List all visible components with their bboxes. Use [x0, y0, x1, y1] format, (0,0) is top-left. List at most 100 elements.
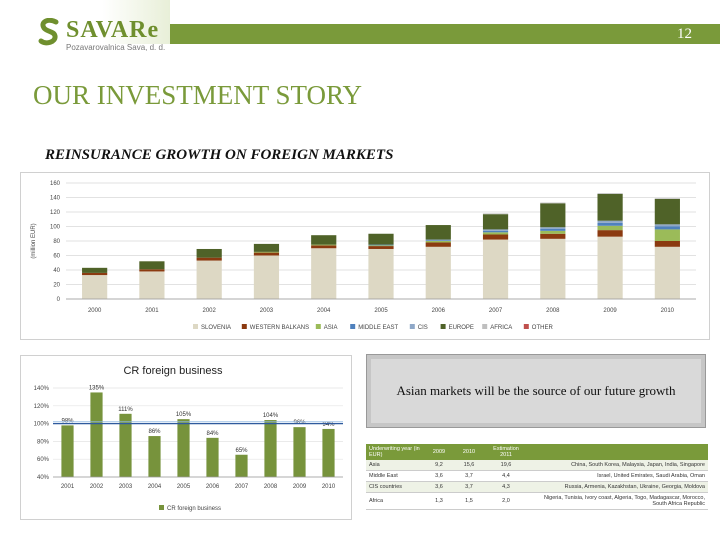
y-tick-label: 60% — [37, 457, 50, 463]
bar-segment — [482, 213, 509, 215]
bar-segment — [196, 257, 222, 261]
bar-segment — [482, 232, 509, 235]
cr-bar — [148, 436, 161, 477]
bar-segment — [482, 234, 509, 240]
x-tick-label: 2003 — [119, 484, 133, 490]
bar-segment — [311, 244, 337, 246]
bar-segment — [540, 228, 566, 231]
value-cell: 1,5 — [454, 492, 484, 510]
value-cell: 3,6 — [424, 470, 454, 482]
cr-bar — [177, 419, 190, 477]
bar-segment — [368, 248, 394, 299]
legend-label: SLOVENIA — [201, 325, 231, 331]
bar-segment — [654, 224, 680, 227]
bar-segment — [540, 227, 566, 229]
bar-segment — [196, 260, 222, 299]
bar-segment — [425, 242, 451, 247]
value-cell: 19,6 — [484, 460, 528, 471]
y-tick-label: 80% — [37, 439, 50, 445]
y-tick-label: 40% — [37, 475, 50, 481]
bar-segment — [654, 226, 680, 230]
x-tick-label: 2009 — [603, 308, 617, 314]
cr-bar-chart: CR foreign business 40% 60% 80% 100% 120% 140%… — [34, 365, 343, 512]
bar-segment — [425, 241, 451, 243]
y-tick-label: 0 — [57, 297, 61, 303]
header-left-area — [0, 0, 170, 44]
data-label: 65% — [235, 448, 248, 454]
bar-segment — [368, 245, 394, 247]
bar-segment — [368, 246, 394, 249]
bar-segment — [253, 255, 280, 299]
bar-segment — [654, 198, 680, 225]
legend-label: CIS — [418, 325, 428, 331]
callout-text: Asian markets will be the source of our … — [396, 383, 676, 398]
bar-segment — [597, 236, 623, 299]
stacked-bar-chart-frame: 0 20 40 60 80 100 120 140 160 (million EUR) 2000 20… — [20, 172, 710, 340]
bar-segment — [311, 235, 337, 245]
cr-bar — [119, 413, 132, 477]
bar-segment — [540, 230, 566, 234]
value-cell: 4,3 — [484, 481, 528, 493]
y-tick-label: 140% — [34, 386, 50, 392]
cr-bar — [235, 454, 248, 477]
x-tick-label: 2004 — [317, 308, 331, 314]
x-tick-label: 2001 — [145, 308, 159, 314]
legend-swatch — [440, 324, 446, 329]
data-label: 104% — [263, 413, 279, 419]
value-cell: 15,6 — [454, 460, 484, 471]
x-tick-label: 2005 — [374, 308, 388, 314]
region-cell: Asia — [366, 460, 424, 471]
bar-segment — [82, 275, 108, 299]
bar-segment — [311, 245, 337, 249]
y-axis-title: (million EUR) — [31, 223, 37, 258]
callout-box: Asian markets will be the source of our … — [366, 354, 706, 428]
countries-cell: China, South Korea, Malaysia, Japan, Ind… — [528, 460, 708, 471]
bar-segment — [654, 241, 680, 247]
region-cell: Middle East — [366, 470, 424, 482]
bar-segment — [425, 240, 451, 241]
header-cell: Estimation 2011 — [484, 444, 528, 460]
bar-segment — [82, 267, 108, 273]
x-tick-label: 2008 — [546, 308, 560, 314]
value-cell: 4,4 — [484, 470, 528, 482]
countries-cell: Nigeria, Tunisia, Ivory coast, Algeria, … — [528, 492, 708, 510]
data-label: 98% — [61, 418, 74, 424]
slide-title: OUR INVESTMENT STORY — [33, 80, 363, 110]
bar-segment — [597, 193, 623, 194]
y-tick-label: 40 — [53, 268, 60, 274]
header-cell: Underwriting year (in EUR) — [366, 444, 424, 460]
bar-segment — [311, 248, 337, 299]
data-label: 94% — [322, 422, 335, 428]
table-row: Asia 9,2 15,6 19,6 China, South Korea, M… — [366, 460, 708, 471]
bar-segment — [597, 222, 623, 226]
x-tick-label: 2002 — [203, 308, 217, 314]
x-tick-label: 2010 — [661, 308, 675, 314]
legend-swatch — [350, 324, 356, 329]
cr-bar — [206, 437, 219, 477]
bar-segment — [253, 243, 280, 252]
x-tick-label: 2008 — [264, 484, 278, 490]
chart-title: CR foreign business — [123, 365, 223, 377]
region-cell: CIS countries — [366, 481, 424, 493]
bar-segment — [425, 239, 451, 241]
x-tick-label: 2005 — [177, 484, 191, 490]
region-cell: Africa — [366, 492, 424, 510]
legend-swatch — [315, 324, 321, 329]
logo-name: SAVARe — [66, 17, 160, 43]
legend-label: MIDDLE EAST — [358, 325, 398, 331]
bar-segment — [482, 239, 509, 299]
logo-s-icon — [38, 17, 60, 46]
bar-segment — [482, 214, 509, 230]
y-tick-label: 100 — [50, 225, 61, 231]
bar-segment — [597, 193, 623, 221]
y-tick-label: 160 — [50, 181, 61, 187]
bar-segment — [425, 225, 451, 240]
y-tick-label: 60 — [53, 254, 60, 260]
table-row: CIS countries 3,6 3,7 4,3 Russia, Armeni… — [366, 481, 708, 493]
bar-segment — [253, 252, 280, 256]
x-tick-label: 2003 — [260, 308, 274, 314]
header-cell — [528, 444, 708, 460]
bar-segment — [425, 246, 451, 299]
data-label: 84% — [206, 431, 219, 437]
y-tick-label: 120% — [34, 404, 50, 410]
